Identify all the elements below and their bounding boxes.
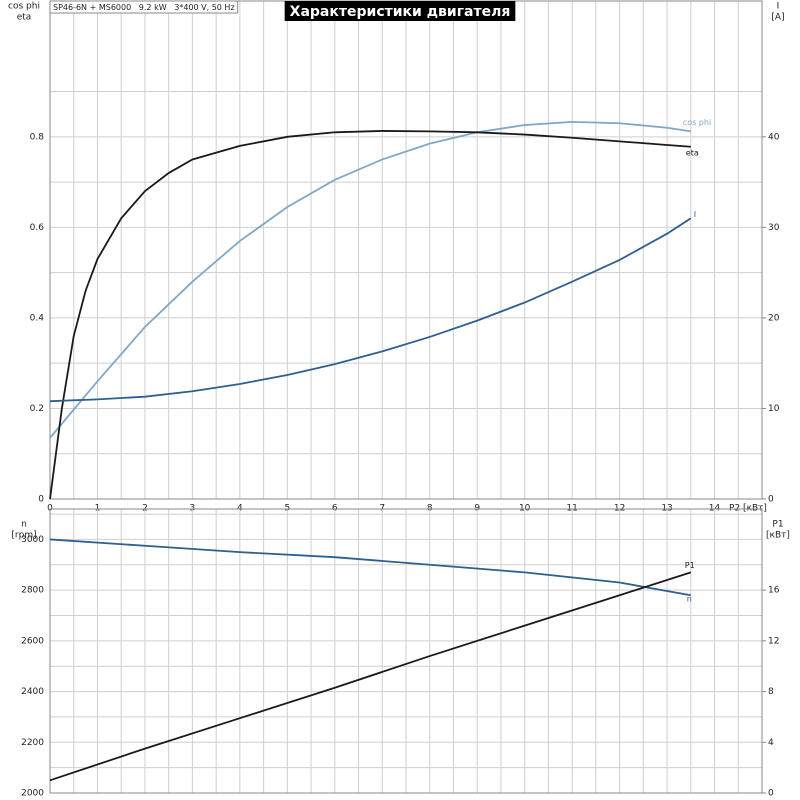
title-background (284, 1, 516, 21)
y-tick-label: 2800 (21, 586, 44, 596)
y-tick-label: 0 (38, 495, 44, 505)
line-series (49, 217, 692, 403)
y2-tick-label: 0 (768, 789, 774, 799)
y-tick-label: 2200 (21, 738, 44, 748)
y2-tick-label: 40 (768, 132, 780, 142)
y-axis-label: cos phi (8, 2, 40, 12)
y2-axis-label: [кВт] (766, 531, 790, 541)
y2-tick-label: 16 (768, 586, 780, 596)
y-tick-label: 2400 (21, 687, 44, 697)
y2-axis-label: P1 (772, 520, 783, 530)
chart-title: Характеристики двигателя (290, 4, 511, 20)
line-series (49, 571, 692, 782)
line-series (49, 130, 691, 500)
info-box (49, 0, 239, 14)
y2-tick-label: 30 (768, 223, 780, 233)
chart-subtitle: SP46-6N + MS6000 9.2 kW 3*400 V, 50 Hz (53, 3, 235, 12)
series-label: cos phi (683, 118, 711, 127)
y2-axis-label: I (777, 2, 780, 12)
y2-tick-label: 12 (768, 636, 779, 646)
y-tick-label: 0.4 (30, 313, 45, 323)
series-label: P1 (685, 561, 695, 570)
y-axis-label: eta (17, 13, 32, 23)
y2-tick-label: 10 (768, 404, 780, 414)
y2-tick-label: 8 (768, 687, 774, 697)
y-tick-label: 2000 (21, 789, 44, 799)
y2-tick-label: 4 (768, 738, 774, 748)
y2-tick-label: 20 (768, 313, 780, 323)
line-series (49, 120, 691, 439)
y-axis-label: n (21, 520, 27, 530)
plot-frame (49, 508, 763, 794)
y-tick-label: 2600 (21, 636, 44, 646)
series-label: n (687, 595, 692, 604)
series-label: I (694, 210, 696, 219)
line-series (49, 538, 691, 597)
y-tick-label: 0.2 (30, 404, 44, 414)
y-tick-label: 0.8 (30, 132, 45, 142)
y-axis-label: [rpm] (11, 531, 36, 541)
y2-axis-label: [A] (771, 13, 784, 23)
series-label: eta (686, 148, 699, 157)
y-tick-label: 0.6 (30, 223, 45, 233)
y-tick-label: 3000 (21, 535, 44, 545)
y2-tick-label: 0 (768, 495, 774, 505)
